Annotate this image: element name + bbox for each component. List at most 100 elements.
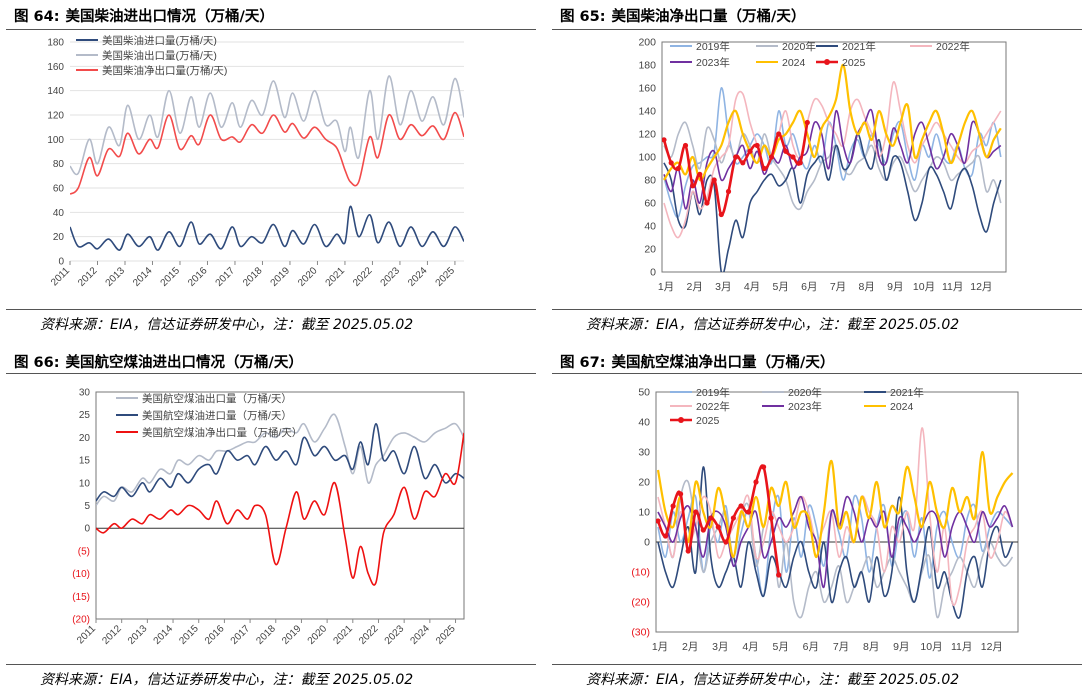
legend-label: 2020年 — [788, 386, 822, 399]
y-tick-label: (10) — [631, 567, 650, 579]
series-point — [662, 533, 669, 539]
series-point — [700, 527, 706, 533]
series-line-2 — [96, 432, 464, 586]
y-tick-label: (20) — [631, 597, 650, 609]
series-point — [715, 524, 721, 530]
x-tick-label: 2011 — [49, 265, 72, 288]
legend-label: 2023年 — [696, 56, 730, 69]
series-point — [668, 160, 674, 166]
y-tick-label: 0 — [58, 257, 64, 268]
y-tick-label: 10 — [638, 507, 650, 519]
y-tick-label: 20 — [53, 232, 65, 243]
x-tick-label: 2016 — [186, 265, 210, 289]
y-tick-label: 120 — [638, 129, 656, 141]
x-tick-label: 4月 — [744, 281, 760, 293]
figure-number: 图 67: — [560, 355, 606, 371]
y-tick-label: 160 — [638, 83, 656, 95]
plot-frame — [661, 41, 1007, 273]
figure-caption: 美国柴油进出口情况（万桶/天） — [65, 9, 274, 25]
series-line-0 — [96, 413, 464, 507]
series-point — [747, 148, 753, 154]
x-tick-label: 2024 — [408, 623, 432, 647]
y-tick-label: 80 — [53, 159, 65, 170]
y-tick-label: 40 — [53, 208, 65, 219]
x-tick-label: 2023 — [383, 623, 407, 647]
x-tick-label: 2020 — [306, 623, 330, 647]
series-line-3 — [657, 427, 1014, 607]
y-tick-label: 100 — [638, 152, 656, 164]
y-tick-label: 0 — [84, 524, 90, 535]
legend-label: 美国柴油进口量(万桶/天) — [102, 34, 217, 47]
legend-label: 2025 — [696, 415, 720, 427]
series-point — [670, 503, 676, 509]
x-tick-label: 2017 — [229, 623, 253, 647]
x-tick-label: 6月 — [801, 281, 817, 293]
legend-label: 2023年 — [788, 400, 822, 413]
series-line-4 — [663, 108, 1002, 210]
x-tick-label: 4月 — [742, 641, 758, 653]
legend-label: 美国柴油出口量(万桶/天) — [102, 49, 217, 62]
x-tick-label: 3月 — [715, 281, 731, 293]
series-point — [675, 165, 681, 172]
series-point — [693, 509, 699, 515]
series-group — [70, 75, 464, 251]
series-line-2 — [663, 133, 1002, 272]
x-tick-label: 9月 — [893, 641, 909, 653]
x-tick-label: 11月 — [942, 281, 963, 293]
y-tick-label: 80 — [644, 175, 656, 187]
x-tick-label: 2月 — [686, 281, 702, 293]
x-tick-label: 7月 — [830, 281, 846, 293]
x-tick-label: 2013 — [126, 623, 150, 647]
y-tick-label: 20 — [638, 477, 650, 489]
legend-label: 2025 — [842, 57, 866, 69]
y-tick-label: 40 — [644, 221, 656, 233]
y-tick-label: 5 — [84, 501, 90, 512]
series-point — [718, 211, 724, 218]
series-point — [745, 509, 752, 515]
y-tick-label: (5) — [78, 546, 90, 557]
series-point — [697, 171, 703, 177]
x-tick-label: 2019 — [269, 265, 293, 289]
x-tick-label: 10月 — [920, 641, 942, 653]
legend-label: 2019年 — [696, 386, 730, 399]
x-tick-label: 2025 — [434, 623, 458, 647]
y-tick-label: 100 — [47, 135, 64, 146]
figure-number: 图 66: — [14, 355, 60, 371]
source-rule — [552, 309, 1082, 310]
x-tick-label: 2015 — [159, 265, 183, 289]
x-tick-label: 2016 — [203, 623, 227, 647]
series-point — [723, 539, 729, 545]
x-tick-label: 2018 — [241, 265, 265, 289]
series-point — [725, 188, 732, 195]
source-rule — [552, 664, 1082, 665]
legend-marker — [678, 417, 684, 423]
series-point — [656, 518, 661, 524]
series-group — [96, 413, 464, 586]
source-note: 资料来源：EIA，信达证券研发中心，注：截至 2025.05.02 — [586, 672, 960, 688]
x-tick-label: 2025 — [434, 265, 458, 289]
series-point — [776, 131, 782, 137]
x-tick-label: 2021 — [324, 265, 348, 289]
title-rule — [6, 29, 536, 30]
y-tick-label: 20 — [644, 244, 656, 256]
x-tick-label: 2021 — [331, 623, 355, 647]
source-rule — [6, 664, 536, 665]
x-tick-label: 2015 — [177, 623, 201, 647]
x-tick-label: 2012 — [100, 623, 124, 647]
figure-number: 图 64: — [14, 9, 60, 25]
series-line-5 — [663, 63, 1002, 182]
x-tick-label: 3月 — [712, 641, 728, 653]
legend-label: 2020年 — [782, 40, 816, 53]
y-tick-label: 25 — [79, 410, 91, 421]
x-tick-label: 10月 — [913, 281, 935, 293]
figure-caption: 美国航空煤油进出口情况（万桶/天） — [65, 355, 303, 371]
y-tick-label: (20) — [72, 615, 90, 626]
series-line-2 — [70, 111, 464, 195]
x-tick-label: 2022 — [357, 623, 381, 647]
y-tick-label: 30 — [79, 388, 91, 399]
series-group — [662, 63, 1002, 272]
legend-label: 美国柴油净出口量(万桶/天) — [102, 64, 227, 77]
y-tick-label: 60 — [53, 184, 65, 195]
title-rule — [552, 29, 1082, 30]
